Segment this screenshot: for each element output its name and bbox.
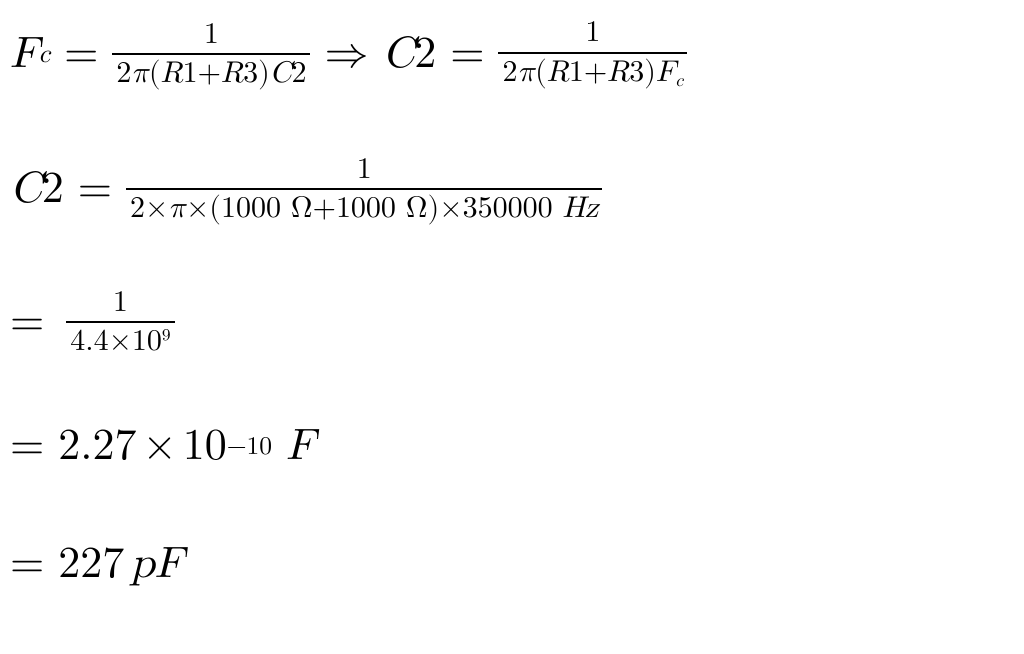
var-C2b-2: 2 xyxy=(42,163,64,216)
equals-2: = xyxy=(78,163,112,216)
implies-arrow: ⇒ xyxy=(324,28,368,81)
equation-line-5: = 227 pF xyxy=(10,534,1014,594)
var-Fc-sub: c xyxy=(39,39,50,70)
equation-line-1: Fc = 1 2π(R1+R3)C2 ⇒ C2 = 1 2π(R1+R3)Fc xyxy=(10,6,1014,102)
mantissa-4: 2.27 xyxy=(58,420,136,473)
exp-4: −10 xyxy=(227,431,272,462)
equation-line-4: = 2.27 × 10−10 F xyxy=(10,416,1014,476)
unit-prefix-p: p xyxy=(130,538,154,591)
times-4: × xyxy=(142,420,176,473)
frac1a-den: 2π(R1+R3)C2 xyxy=(112,58,310,90)
equals-1a: = xyxy=(64,28,98,81)
value-5: 227 xyxy=(58,538,124,591)
frac3-den: 4.4×109 xyxy=(66,326,174,358)
frac1a-num: 1 xyxy=(200,19,223,51)
fraction-1a: 1 2π(R1+R3)C2 xyxy=(112,19,310,90)
var-C2-2: 2 xyxy=(414,28,436,81)
var-C2-C: C xyxy=(382,28,414,81)
equation-line-2: C2 = 1 2×π×(1000 Ω+1000 Ω)×350000 Hz xyxy=(10,142,1014,236)
equation-line-3: = 1 4.4×109 xyxy=(10,278,1014,366)
base-4: 10 xyxy=(183,420,227,473)
equals-4: = xyxy=(10,420,44,473)
equals-3: = xyxy=(10,296,44,349)
frac1b-num: 1 xyxy=(581,17,604,49)
var-Fc-F: F xyxy=(10,28,39,81)
frac3-num: 1 xyxy=(109,287,132,319)
equals-5: = xyxy=(10,538,44,591)
unit-F-5: F xyxy=(155,538,184,591)
fraction-2: 1 2×π×(1000 Ω+1000 Ω)×350000 Hz xyxy=(126,154,602,225)
equals-1b: = xyxy=(450,28,484,81)
frac3-bar xyxy=(66,321,174,323)
frac1b-den: 2π(R1+R3)Fc xyxy=(498,57,687,91)
fraction-3: 1 4.4×109 xyxy=(66,287,174,358)
frac2-bar xyxy=(126,188,602,190)
unit-F-4: F xyxy=(286,420,315,473)
frac1b-bar xyxy=(498,52,687,54)
equation-block: Fc = 1 2π(R1+R3)C2 ⇒ C2 = 1 2π(R1+R3)Fc … xyxy=(0,0,1024,654)
fraction-1b: 1 2π(R1+R3)Fc xyxy=(498,17,687,91)
var-C2b-C: C xyxy=(10,163,42,216)
frac1a-bar xyxy=(112,53,310,55)
frac2-num: 1 xyxy=(353,154,376,186)
frac2-den: 2×π×(1000 Ω+1000 Ω)×350000 Hz xyxy=(126,193,602,225)
